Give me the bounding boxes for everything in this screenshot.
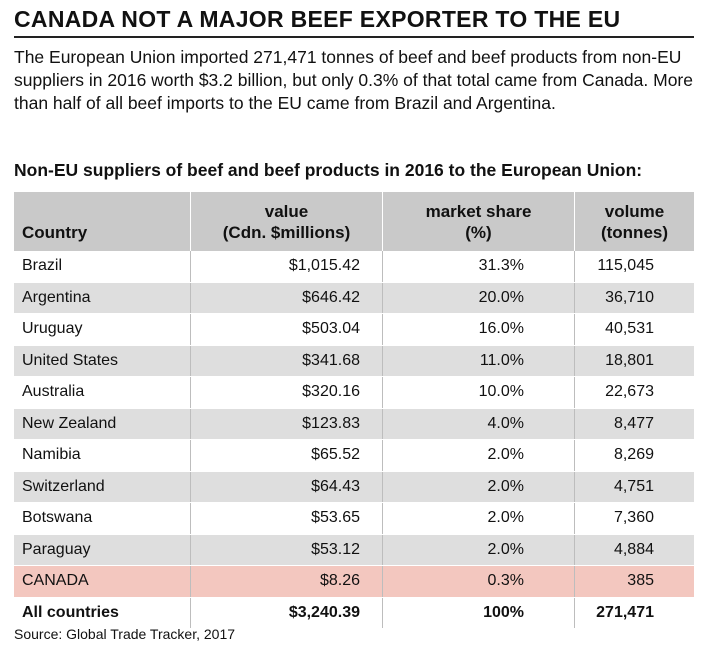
cell-country: Botswana [14, 502, 191, 535]
intro-text: The European Union imported 271,471 tonn… [14, 47, 693, 113]
cell-volume: 385 [574, 565, 694, 598]
cell-value: $341.68 [190, 345, 383, 377]
cell-country: Switzerland [14, 471, 191, 503]
table-row: United States $341.68 11.0% 18,801 [14, 345, 694, 377]
cell-share: 2.0% [382, 502, 575, 535]
cell-value: $503.04 [190, 313, 383, 346]
table-row-canada: CANADA $8.26 0.3% 385 [14, 565, 694, 598]
cell-volume: 18,801 [574, 345, 694, 377]
header-country-line2: Country [22, 223, 88, 242]
table-subtitle: Non-EU suppliers of beef and beef produc… [14, 160, 643, 180]
table-row: Australia $320.16 10.0% 22,673 [14, 376, 694, 409]
cell-value: $64.43 [190, 471, 383, 503]
beef-suppliers-table: Country value (Cdn. $millions) market sh… [14, 192, 694, 629]
source-note: Source: Global Trade Tracker, 2017 [14, 626, 236, 642]
table-row: Switzerland $64.43 2.0% 4,751 [14, 471, 694, 503]
chart-title: CANADA NOT A MAJOR BEEF EXPORTER TO THE … [14, 6, 621, 32]
cell-value: $3,240.39 [190, 597, 383, 629]
cell-country: Namibia [14, 439, 191, 472]
cell-country: Argentina [14, 282, 191, 314]
header-share-line1: market share [425, 202, 532, 221]
cell-share: 2.0% [382, 471, 575, 503]
cell-volume: 8,477 [574, 408, 694, 440]
cell-value: $646.42 [190, 282, 383, 314]
header-value-line1: value [264, 202, 309, 221]
title-rule [14, 36, 694, 38]
cell-value: $320.16 [190, 376, 383, 409]
cell-share: 0.3% [382, 565, 575, 598]
header-value: value (Cdn. $millions) [190, 192, 383, 251]
cell-country: Paraguay [14, 534, 191, 566]
table-row: Uruguay $503.04 16.0% 40,531 [14, 313, 694, 346]
cell-country: Uruguay [14, 313, 191, 346]
cell-share: 11.0% [382, 345, 575, 377]
cell-value: $1,015.42 [190, 251, 383, 283]
cell-share: 20.0% [382, 282, 575, 314]
cell-volume: 7,360 [574, 502, 694, 535]
table-header-row: Country value (Cdn. $millions) market sh… [14, 192, 694, 251]
table-row: New Zealand $123.83 4.0% 8,477 [14, 408, 694, 440]
cell-volume: 115,045 [574, 251, 694, 283]
cell-share: 10.0% [382, 376, 575, 409]
header-country: Country [14, 192, 191, 251]
cell-share: 31.3% [382, 251, 575, 283]
cell-country: New Zealand [14, 408, 191, 440]
cell-volume: 40,531 [574, 313, 694, 346]
header-value-line2: (Cdn. $millions) [222, 223, 351, 242]
header-volume-line2: (tonnes) [600, 223, 669, 242]
cell-volume: 4,751 [574, 471, 694, 503]
cell-country: United States [14, 345, 191, 377]
cell-value: $8.26 [190, 565, 383, 598]
cell-volume: 8,269 [574, 439, 694, 472]
cell-volume: 36,710 [574, 282, 694, 314]
table-row: Botswana $53.65 2.0% 7,360 [14, 502, 694, 535]
table-body: Brazil $1,015.42 31.3% 115,045 Argentina $646… [14, 251, 694, 629]
cell-volume: 4,884 [574, 534, 694, 566]
cell-share: 16.0% [382, 313, 575, 346]
cell-volume: 271,471 [574, 597, 694, 629]
cell-country: CANADA [14, 565, 191, 598]
cell-country: Australia [14, 376, 191, 409]
table-row: Paraguay $53.12 2.0% 4,884 [14, 534, 694, 566]
cell-value: $123.83 [190, 408, 383, 440]
header-share-line2: (%) [465, 223, 492, 242]
cell-value: $53.12 [190, 534, 383, 566]
cell-share: 4.0% [382, 408, 575, 440]
cell-value: $53.65 [190, 502, 383, 535]
cell-volume: 22,673 [574, 376, 694, 409]
cell-value: $65.52 [190, 439, 383, 472]
table-row: Argentina $646.42 20.0% 36,710 [14, 282, 694, 314]
cell-country: Brazil [14, 251, 191, 283]
table-row-total: All countries $3,240.39 100% 271,471 [14, 597, 694, 629]
cell-share: 100% [382, 597, 575, 629]
table-row: Namibia $65.52 2.0% 8,269 [14, 439, 694, 472]
header-volume: volume (tonnes) [574, 192, 694, 251]
table-row: Brazil $1,015.42 31.3% 115,045 [14, 251, 694, 283]
cell-share: 2.0% [382, 439, 575, 472]
cell-share: 2.0% [382, 534, 575, 566]
header-share: market share (%) [382, 192, 575, 251]
cell-country: All countries [14, 597, 191, 629]
header-volume-line1: volume [604, 202, 665, 221]
